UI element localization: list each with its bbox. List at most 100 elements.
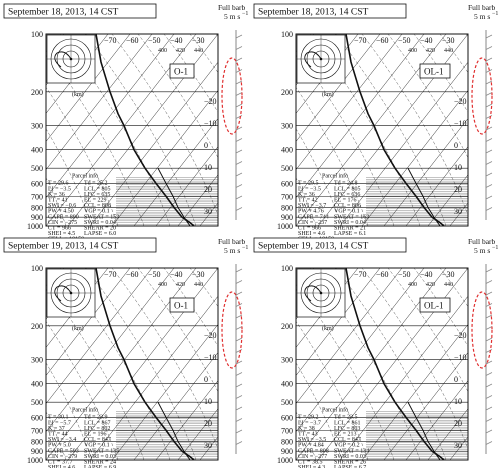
plot-area (46, 34, 218, 226)
mixing-ratio-label: 420 (176, 282, 185, 288)
wind-barb (235, 57, 243, 62)
parcel-info-value: T = 29.5 (298, 181, 318, 187)
pressure-label: 900 (281, 213, 293, 222)
isotherm-line (383, 352, 468, 460)
pressure-label: 500 (281, 398, 293, 407)
dry-adiabat-line (465, 34, 468, 37)
dewpoint-profile (407, 167, 441, 226)
isotherm-label: 0 (204, 375, 208, 384)
isotherm-line (46, 268, 131, 376)
pressure-label: 100 (281, 264, 293, 273)
parcel-info-value: SWEAT = 163 (334, 214, 369, 220)
wind-barb (485, 103, 493, 108)
isotherm-line (449, 202, 468, 226)
parcel-info-value: LFC = 635 (84, 192, 110, 198)
wind-barb (235, 383, 243, 388)
parcel-info-value: CT = 38.5 (298, 459, 322, 465)
isotherm-line (177, 408, 218, 460)
parcel-info-value: CCL = 847 (84, 437, 111, 443)
isotherm-line (296, 268, 403, 405)
panel-tag-box (169, 63, 195, 79)
temperature-profile (345, 34, 445, 226)
parcel-info-value: LAPSE = 6.0 (84, 231, 116, 237)
isotherm-label: 20 (454, 185, 462, 194)
dry-adiabat-line (361, 268, 468, 450)
isotherm-label: −10 (204, 353, 217, 362)
parcel-info-value: CIN = −279 (48, 454, 77, 460)
pressure-label: 900 (281, 447, 293, 456)
dry-adiabat-line (46, 362, 93, 460)
wind-barb (235, 395, 243, 399)
parcel-info-value: EL = 229 (84, 197, 107, 203)
isotherm-label: −70 (354, 270, 367, 279)
full-barb-label: Full barb (218, 3, 246, 12)
pressure-label: 700 (281, 192, 293, 201)
isotherm-label: −40 (420, 36, 433, 45)
full-barb-label: Full barb (468, 237, 496, 246)
parcel-info-value: T = 29.6 (48, 181, 68, 187)
parcel-info-value: EL = 213 (334, 431, 357, 437)
dry-adiabat-line (46, 411, 67, 460)
hodograph-center (319, 291, 323, 295)
pressure-label: 800 (31, 437, 43, 446)
parcel-info-value: PW = 5.0 (48, 443, 71, 449)
parcel-info-value: EL = 196 (84, 431, 107, 437)
parcel-info-value: CAPE = 593 (48, 448, 79, 454)
dry-adiabat-line (439, 34, 468, 73)
isotherm-label: 0 (454, 375, 458, 384)
isotherm-label: 30 (204, 207, 212, 216)
parcel-info-value: K = 37 (48, 426, 65, 432)
pressure-label: 200 (31, 88, 43, 97)
isotherm-line (405, 380, 468, 460)
parcel-info-value: EL = 176 (334, 197, 357, 203)
wind-barb (485, 57, 493, 62)
pressure-label: 400 (281, 146, 293, 155)
wind-barb (235, 103, 243, 108)
pressure-label: 900 (31, 447, 43, 456)
plot-frame (45, 33, 219, 227)
panel-tag: O-1 (174, 67, 188, 77)
isotherm-label: −50 (148, 36, 161, 45)
mixing-ratio-label: 440 (444, 282, 453, 288)
wind-barb (485, 383, 493, 388)
skewt-panel-O-1-sep18: 1002003004005006007008009001000−80−70−60… (3, 3, 248, 243)
parcel-info-title: Parcel info (322, 173, 348, 180)
panel-tag: OL-1 (424, 67, 444, 77)
highlight-ellipse (471, 57, 493, 135)
wind-barb (485, 349, 493, 353)
highlight-ellipse (221, 57, 243, 135)
isotherm-line (296, 34, 381, 142)
wind-barb (485, 34, 493, 39)
dry-adiabat-line (465, 268, 468, 271)
isotherm-label: −30 (442, 36, 455, 45)
isotherm-line (361, 323, 468, 460)
parcel-info-title: Parcel info (322, 407, 348, 414)
barb-unit-label: 5 m s (224, 12, 240, 21)
pressure-label: 800 (281, 437, 293, 446)
dry-adiabat-line (387, 268, 468, 393)
isotherm-label: −20 (204, 97, 217, 106)
parcel-info-value: TT = 41 (48, 197, 68, 203)
mixing-ratio-label: 440 (444, 48, 453, 54)
wind-barb (485, 406, 493, 411)
wind-barb (485, 80, 493, 85)
isotherm-label: 0 (454, 141, 458, 150)
parcel-info-value: CCL = 806 (334, 203, 361, 209)
wind-barb (235, 314, 243, 319)
dry-adiabat-line (361, 34, 468, 216)
isotherm-label: −50 (398, 270, 411, 279)
isotherm-label: −70 (354, 36, 367, 45)
parcel-info-value: LAPSE = 6.9 (84, 465, 116, 468)
wind-barb (485, 46, 493, 50)
isotherm-line (296, 268, 425, 433)
temperature-profile (95, 34, 195, 226)
parcel-info-value: CT = 966 (298, 225, 321, 231)
isotherm-label: −30 (192, 270, 205, 279)
wind-barb (235, 337, 243, 342)
wind-barb (235, 441, 243, 445)
pressure-label: 400 (31, 146, 43, 155)
wind-barb (485, 184, 493, 188)
panel-tag: O-1 (174, 301, 188, 311)
hodograph-center (319, 57, 323, 61)
wind-barb (235, 161, 243, 165)
